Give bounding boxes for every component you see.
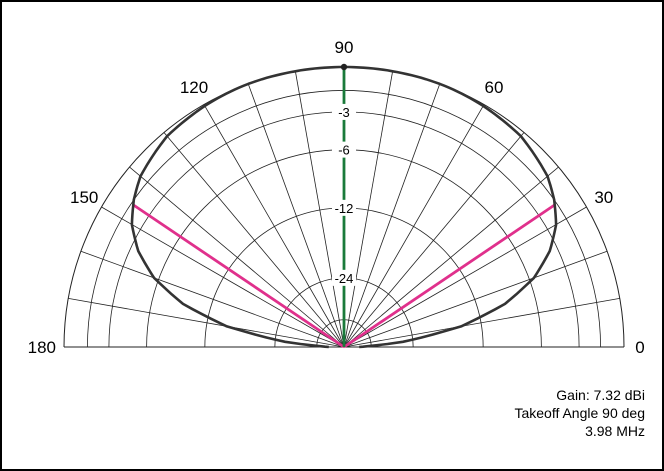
gain-readout: Gain: 7.32 dBi [556,387,645,403]
frequency-readout: 3.98 MHz [585,423,645,439]
ring-label: -3 [338,105,350,120]
ring-label-bg [332,269,356,286]
angle-tick-label: 0 [635,338,644,357]
angle-tick-label: 90 [335,38,354,57]
beamwidth-line [132,203,345,349]
ring-label: -6 [338,143,350,158]
grid-spoke [343,297,620,348]
grid-spoke [343,132,525,348]
grid-spoke [80,250,345,348]
grid-spoke [343,83,441,348]
grid-spoke [163,132,345,348]
grid-spoke [343,71,394,348]
grid-spoke [101,206,345,348]
ring-label-bg [332,103,356,120]
ring-label: -12 [335,201,354,216]
ring-label-bg [332,141,356,158]
angle-tick-label: 180 [28,338,56,357]
beamwidth-line [343,203,556,349]
pattern-peak-dot [340,63,348,71]
grid-spoke [343,166,559,348]
ring-label-bg [332,199,356,216]
angle-tick-label: 30 [594,188,613,207]
ring-label: -24 [335,271,354,286]
plot-labels: 180 150 120 90 60 30 0 -3 -6 -12 -24 [28,38,645,357]
info-panel: Gain: 7.32 dBi Takeoff Angle 90 deg 3.98… [514,386,645,440]
takeoff-angle-readout: Takeoff Angle 90 deg [514,405,645,421]
grid-spoke [203,104,345,348]
grid-spoke [129,166,345,348]
grid-spoke [343,104,485,348]
grid-spoke [247,83,345,348]
angle-tick-label: 150 [70,188,98,207]
grid-spoke [294,71,345,348]
grid-spoke [68,297,345,348]
grid-spoke [343,206,587,348]
grid-spoke [343,250,608,348]
angle-tick-label: 120 [180,78,208,97]
angle-tick-label: 60 [485,78,504,97]
polar-grid [63,66,625,348]
radiation-pattern [130,63,558,349]
